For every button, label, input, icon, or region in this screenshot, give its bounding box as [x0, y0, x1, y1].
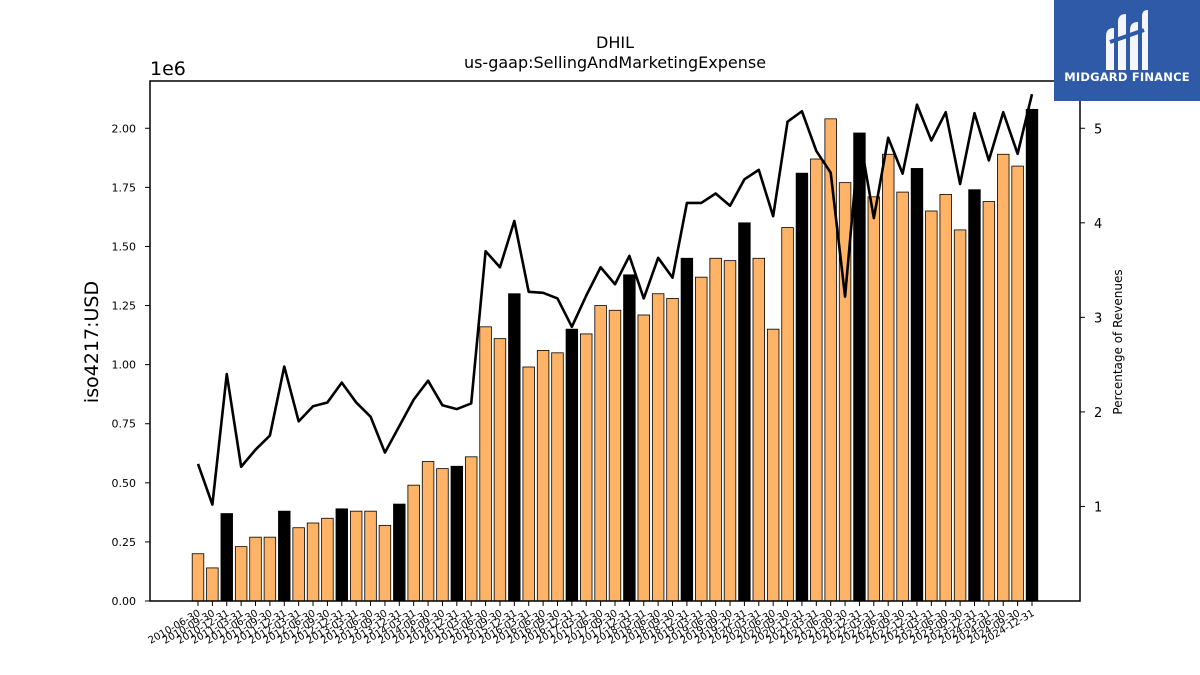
y-scale-label: 1e6	[150, 58, 186, 80]
bar	[306, 522, 320, 602]
y-tick-label: 1.25	[112, 300, 137, 313]
bar	[925, 210, 938, 602]
bar	[407, 484, 420, 602]
bar	[824, 118, 837, 602]
bar	[335, 508, 348, 602]
y-tick-label: 1.50	[112, 240, 137, 253]
y-tick-label: 0.75	[112, 418, 137, 431]
y2-axis-label: Percentage of Revenues	[1111, 269, 1125, 414]
bar	[206, 567, 219, 602]
bar	[1011, 165, 1024, 602]
bar	[565, 328, 579, 602]
y-tick-label: 1.00	[112, 359, 137, 372]
bar	[910, 168, 924, 602]
y-tick-label: 1.75	[112, 181, 137, 194]
bar	[666, 298, 679, 602]
bar	[896, 191, 909, 602]
bar	[493, 338, 507, 602]
logo-mark-icon	[1106, 10, 1148, 70]
bar	[637, 314, 650, 602]
bar	[393, 503, 406, 602]
bar	[680, 257, 694, 602]
bar	[853, 132, 866, 602]
bar	[263, 536, 277, 602]
bar	[752, 257, 765, 602]
chart-subtitle: us-gaap:SellingAndMarketingExpense	[464, 53, 766, 72]
bar	[810, 158, 823, 602]
bar	[234, 546, 248, 602]
bar	[421, 461, 435, 602]
bar	[982, 201, 996, 602]
bar	[623, 274, 636, 602]
bar	[882, 153, 895, 602]
bar	[580, 333, 593, 602]
y-axis: 0.00 0.25 0.50 0.75 1.00 1.25 1.50 1.75 2.00	[112, 122, 150, 608]
y-tick-label: 0.25	[112, 536, 137, 549]
bar	[651, 293, 665, 602]
y2-axis: 1 2 3 4 5	[1080, 122, 1102, 515]
percentage-line	[196, 93, 1034, 506]
bar	[551, 352, 564, 602]
bar	[436, 468, 449, 602]
bar	[953, 229, 967, 602]
bar	[278, 510, 291, 602]
bar	[738, 222, 751, 602]
bar	[508, 293, 521, 602]
bar	[450, 465, 464, 602]
bar	[378, 524, 392, 602]
bar	[364, 510, 377, 602]
y-tick-label: 2.00	[112, 122, 137, 135]
bar	[249, 536, 262, 602]
bar	[594, 305, 607, 602]
bar	[220, 513, 233, 602]
bar	[536, 350, 550, 602]
y2-tick-label: 1	[1094, 500, 1102, 515]
bar	[766, 328, 780, 602]
logo-text: MIDGARD FINANCE	[1064, 70, 1190, 84]
bar	[522, 366, 535, 602]
y2-tick-label: 5	[1094, 122, 1102, 137]
bar	[465, 456, 478, 602]
y-tick-label: 0.00	[112, 595, 137, 608]
bar	[1025, 108, 1039, 602]
bar	[479, 326, 492, 602]
y2-tick-label: 4	[1094, 217, 1102, 232]
bar	[939, 194, 952, 602]
chart-title: DHIL	[596, 33, 634, 52]
bar	[321, 517, 334, 602]
y-tick-label: 0.50	[112, 477, 137, 490]
bar	[709, 257, 722, 602]
bar	[968, 189, 981, 602]
bar	[191, 553, 205, 602]
y2-tick-label: 3	[1094, 311, 1102, 326]
bar	[997, 153, 1010, 602]
bar	[292, 527, 305, 602]
bar	[723, 260, 737, 602]
x-axis: 2010-06-302010-09-302010-12-312011-03-31…	[147, 601, 1037, 647]
midgard-finance-logo: MIDGARD FINANCE	[1054, 0, 1200, 101]
bar	[349, 510, 363, 602]
y-axis-label: iso4217:USD	[81, 281, 103, 403]
bar-series	[191, 108, 1039, 602]
y2-tick-label: 2	[1094, 406, 1102, 421]
bar	[867, 196, 881, 602]
bar	[608, 309, 622, 602]
bar	[795, 172, 809, 602]
bar	[695, 276, 708, 602]
line-series	[196, 93, 1034, 506]
bar	[781, 227, 794, 602]
